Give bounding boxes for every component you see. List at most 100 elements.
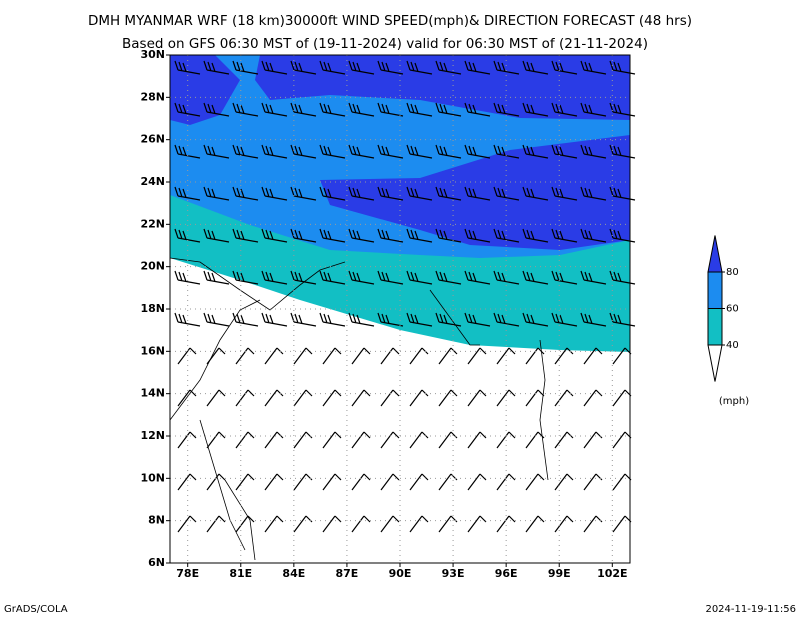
colorbar: 40 60 80 xyxy=(707,235,739,382)
wind-barb xyxy=(203,60,230,75)
wind-barb xyxy=(554,389,574,407)
wind-barb xyxy=(467,473,487,491)
wind-barb xyxy=(261,186,288,201)
wind-barb xyxy=(203,312,230,327)
wind-barb xyxy=(319,312,346,327)
wind-barb xyxy=(496,473,516,491)
wind-barb xyxy=(522,228,549,243)
wind-barb xyxy=(351,347,371,365)
wind-barb xyxy=(235,515,255,533)
wind-barb xyxy=(290,186,317,201)
wind-barb xyxy=(206,389,226,407)
wind-barb xyxy=(609,186,636,201)
wind-barb xyxy=(351,431,371,449)
y-tick-label: 10N xyxy=(140,471,165,484)
wind-barb xyxy=(438,473,458,491)
wind-barb xyxy=(206,515,226,533)
title: DMH MYANMAR WRF (18 km)30000ft WIND SPEE… xyxy=(88,13,692,29)
y-tick-label: 6N xyxy=(148,556,165,569)
wind-barb xyxy=(464,186,491,201)
wind-barb xyxy=(206,431,226,449)
wind-barb xyxy=(203,228,230,243)
y-tick-label: 28N xyxy=(140,90,165,103)
wind-barb xyxy=(380,515,400,533)
colorbar-label: 40 xyxy=(726,340,739,351)
wind-barb xyxy=(377,144,404,159)
y-tick-label: 20N xyxy=(140,260,165,273)
wind-barb xyxy=(554,515,574,533)
wind-barb xyxy=(496,389,516,407)
colorbar-segment xyxy=(707,271,723,309)
wind-barb xyxy=(435,270,462,285)
wind-barb xyxy=(580,186,607,201)
colorbar-cap-low xyxy=(707,344,723,382)
wind-barb xyxy=(264,515,284,533)
subtitle: Based on GFS 06:30 MST of (19-11-2024) v… xyxy=(122,36,648,52)
wind-barb xyxy=(554,431,574,449)
footer-right: 2024-11-19-11:56 xyxy=(705,604,796,615)
wind-barb xyxy=(551,312,578,327)
wind-barb xyxy=(174,102,201,117)
wind-barb xyxy=(235,473,255,491)
wind-barb xyxy=(290,144,317,159)
y-tick-label: 22N xyxy=(140,217,165,230)
wind-barb xyxy=(348,186,375,201)
wind-barb xyxy=(377,60,404,75)
fill-80 xyxy=(255,55,630,250)
wind-barb xyxy=(319,228,346,243)
wind-barb xyxy=(493,186,520,201)
wind-barb xyxy=(493,102,520,117)
wind-barb xyxy=(525,431,545,449)
wind-barb xyxy=(493,60,520,75)
wind-barb xyxy=(464,144,491,159)
wind-barb xyxy=(322,473,342,491)
wind-barb xyxy=(232,102,259,117)
wind-barb xyxy=(464,60,491,75)
wind-barb xyxy=(232,312,259,327)
wind-barb xyxy=(377,312,404,327)
wind-barb xyxy=(435,60,462,75)
wind-barb xyxy=(264,431,284,449)
wind-barb xyxy=(609,60,636,75)
wind-barb xyxy=(551,228,578,243)
x-tick-label: 90E xyxy=(389,567,412,580)
wind-barb xyxy=(235,389,255,407)
wind-barb xyxy=(522,60,549,75)
wind-barb xyxy=(467,431,487,449)
wind-barb xyxy=(522,270,549,285)
wind-barb xyxy=(319,60,346,75)
wind-barb xyxy=(435,228,462,243)
wind-barb xyxy=(409,431,429,449)
wind-barb xyxy=(177,389,197,407)
x-tick-label: 78E xyxy=(176,567,199,580)
wind-barb xyxy=(232,60,259,75)
wind-barb xyxy=(406,186,433,201)
wind-barb xyxy=(351,389,371,407)
colorbar-unit: (mph) xyxy=(719,396,749,407)
wind-barb xyxy=(551,60,578,75)
wind-barb xyxy=(232,270,259,285)
wind-barb xyxy=(203,144,230,159)
wind-barb xyxy=(522,186,549,201)
footer-left: GrADS/COLA xyxy=(4,604,68,615)
wind-barb xyxy=(435,102,462,117)
y-tick-label: 18N xyxy=(140,302,165,315)
x-tick-label: 93E xyxy=(442,567,465,580)
wind-barb xyxy=(583,473,603,491)
wind-barb xyxy=(293,431,313,449)
wind-barb xyxy=(609,228,636,243)
wind-barb xyxy=(580,312,607,327)
wind-barb xyxy=(174,60,201,75)
y-tick-label: 12N xyxy=(140,429,165,442)
wind-barb xyxy=(290,228,317,243)
y-tick-label: 16N xyxy=(140,344,165,357)
wind-barb xyxy=(583,347,603,365)
wind-barb xyxy=(406,228,433,243)
wind-barb xyxy=(406,60,433,75)
wind-barb xyxy=(348,312,375,327)
wind-barb xyxy=(319,144,346,159)
wind-barb xyxy=(351,515,371,533)
y-tick-label: 24N xyxy=(140,175,165,188)
wind-barb xyxy=(609,102,636,117)
